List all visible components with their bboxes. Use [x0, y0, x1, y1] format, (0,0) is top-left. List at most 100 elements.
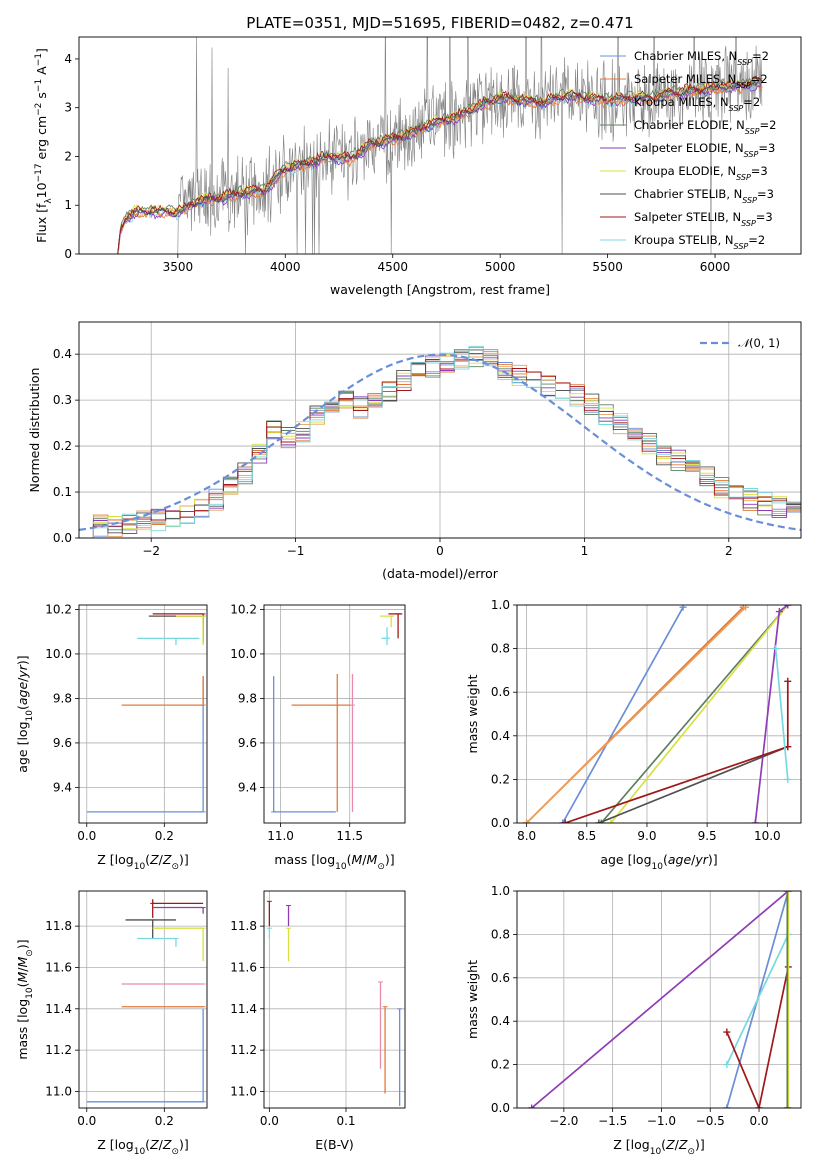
legend-label: Salpeter ELODIE, NSSP=3	[634, 141, 775, 159]
weight-marker	[679, 605, 687, 611]
x-tick-label: 0.2	[155, 829, 174, 843]
y-tick-label: 0.6	[491, 971, 510, 985]
y-tick-label: 0.6	[491, 685, 510, 699]
x-tick-label: 8.0	[517, 829, 536, 843]
legend-label: 𝒩(0, 1)	[738, 336, 780, 350]
y-tick-label: 11.8	[230, 919, 257, 933]
x-tick-label: 8.5	[577, 829, 596, 843]
weight-line-salpeter-stelib	[726, 966, 790, 1108]
weight-marker	[784, 605, 792, 609]
normal-curve	[79, 353, 801, 531]
weight-marker	[607, 819, 615, 823]
axis-label: Flux [fλ10−17 erg cm−2 s−1 A−1]	[34, 48, 54, 243]
y-tick-label: 0.2	[491, 772, 510, 786]
axes-frame	[516, 604, 802, 824]
weight-marker	[784, 1104, 792, 1108]
y-tick-label: 11.6	[230, 960, 257, 974]
weight-line-chabrier-miles	[561, 606, 684, 823]
y-tick-label: 10.0	[230, 647, 257, 661]
y-tick-label: 9.8	[53, 691, 72, 705]
x-tick-label: 0.0	[77, 1114, 96, 1128]
weight-marker	[784, 775, 792, 783]
age_vs_Z-panel: 0.0 0.2 9.4 9.6 9.8 10.0 10.2 Z [log10(Z/Z⊙)] ag…	[15, 602, 208, 872]
weight-line-kroupa-miles	[526, 606, 747, 823]
legend-label: Chabrier MILES, NSSP=2	[634, 49, 769, 67]
y-tick-label: 0	[64, 247, 72, 261]
axes-frame	[78, 604, 208, 824]
spectrum-legend: Chabrier MILES, NSSP=2 Salpeter MILES, NS…	[600, 49, 776, 251]
axis-label: Z [log10(Z/Z⊙)]	[613, 1137, 705, 1157]
x-tick-label: 0.0	[749, 1114, 768, 1128]
axes-frame	[516, 890, 802, 1109]
weight-marker	[723, 1061, 731, 1069]
weight-line-chabrier-stelib	[598, 745, 789, 823]
x-tick-label: 9.5	[698, 829, 717, 843]
weight-marker	[597, 819, 605, 823]
axis-label: Z [log10(Z/Z⊙)]	[97, 1137, 189, 1157]
x-tick-label: 1	[581, 544, 589, 558]
weight-marker	[784, 891, 792, 895]
axis-label: mass [log10(M/M⊙)]	[274, 852, 394, 872]
x-tick-label: 4500	[377, 260, 408, 274]
legend-label: Kroupa ELODIE, NSSP=3	[634, 164, 768, 182]
massweight_vs_Z-plot	[528, 891, 792, 1108]
weight-marker	[751, 819, 759, 823]
y-tick-label: 10.0	[45, 647, 72, 661]
y-tick-label: 0.2	[53, 439, 72, 453]
weight-marker	[784, 677, 792, 685]
y-tick-label: 9.4	[238, 780, 257, 794]
x-tick-label: −2.0	[549, 1114, 578, 1128]
massweight_vs_Z-panel: −2.0 −1.5 −1.0 −0.5 0.0 0.0 0.2 0.4 0.6 0.8 1.0 Z […	[465, 884, 802, 1157]
axis-label: E(B-V)	[315, 1137, 354, 1152]
axes-frame	[78, 890, 208, 1109]
y-tick-label: 0.2	[491, 1058, 510, 1072]
residuals-plot	[79, 345, 801, 538]
model-spectrum-chabrier-stelib	[117, 77, 763, 254]
y-tick-label: 0.8	[491, 642, 510, 656]
mass_vs_Z-plot	[86, 899, 206, 1103]
x-axis-label: wavelength [Angstrom, rest frame]	[330, 282, 550, 297]
x-tick-label: 0	[436, 544, 444, 558]
y-tick-label: 4	[64, 52, 72, 66]
y-tick-label: 0.4	[53, 347, 72, 361]
weight-marker	[783, 891, 791, 895]
y-tick-label: 10.2	[230, 602, 257, 616]
weight-marker	[742, 605, 750, 611]
x-tick-label: −1.5	[598, 1114, 627, 1128]
y-tick-label: 11.4	[45, 1002, 72, 1016]
x-tick-label: −1.0	[647, 1114, 676, 1128]
weight-line-kroupa-elodie	[610, 605, 789, 823]
y-tick-label: 0.0	[491, 816, 510, 830]
x-tick-label: 2	[725, 544, 733, 558]
y-axis-label: Normed distribution	[27, 368, 42, 493]
x-tick-label: 0.0	[77, 829, 96, 843]
weight-marker	[772, 645, 780, 653]
x-tick-label: −0.5	[696, 1114, 725, 1128]
y-tick-label: 0.4	[491, 729, 510, 743]
y-tick-label: 2	[64, 149, 72, 163]
weight-marker	[783, 1104, 791, 1108]
x-tick-label: 4000	[270, 260, 301, 274]
model-spectrum-salpeter-elodie	[117, 81, 763, 254]
spectrum-plot	[117, 37, 763, 254]
residual-hist-salpeter-stelib	[79, 359, 801, 538]
y-tick-label: 0.8	[491, 927, 510, 941]
axis-label: mass [log10(M/M⊙)]	[15, 939, 35, 1059]
y-tick-label: 1	[64, 198, 72, 212]
weight-marker	[775, 608, 783, 616]
x-tick-label: 0.0	[260, 1114, 279, 1128]
x-tick-label: 9.0	[637, 829, 656, 843]
weight-marker	[755, 1104, 763, 1108]
mass_vs_EBV-plot	[266, 900, 403, 1106]
x-tick-label: 3500	[163, 260, 194, 274]
weight-marker	[523, 819, 531, 823]
legend-label: Kroupa STELIB, NSSP=2	[634, 233, 765, 251]
age_vs_Z-plot	[86, 613, 206, 813]
y-tick-label: 1.0	[491, 884, 510, 898]
figure-title: PLATE=0351, MJD=51695, FIBERID=0482, z=0…	[246, 14, 633, 32]
x-tick-label: 11.0	[267, 829, 294, 843]
y-tick-label: 0.0	[53, 531, 72, 545]
mass_vs_EBV-panel: 0.0 0.1 11.0 11.2 11.4 11.6 11.8 E(B-V)	[230, 890, 406, 1152]
axis-label: age [log10(age/yr)]	[15, 655, 35, 772]
